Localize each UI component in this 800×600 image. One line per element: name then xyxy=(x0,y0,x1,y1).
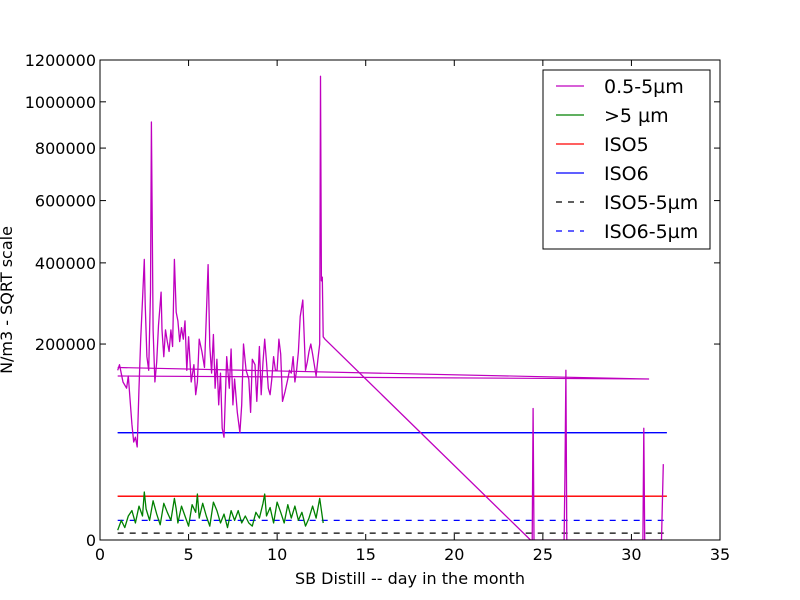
y-tick-label: 400000 xyxy=(35,254,96,273)
series-line-0-5-5um-wrap xyxy=(117,366,650,380)
legend-frame xyxy=(542,69,711,250)
series-line-0-5-5um xyxy=(117,75,664,540)
legend-label: ISO5 xyxy=(604,134,649,156)
legend-entry-iso6: ISO6 xyxy=(556,163,649,185)
y-tick-label: 800000 xyxy=(35,139,96,158)
y-tick-label: 1000000 xyxy=(25,93,96,112)
y-tick-label: 600000 xyxy=(35,192,96,211)
x-tick-label: 0 xyxy=(95,545,105,564)
legend-label: >5 µm xyxy=(604,105,669,127)
x-tick-label: 5 xyxy=(183,545,193,564)
y-axis: 0 200000 400000 600000 800000 1000000 1200000 xyxy=(25,51,720,550)
x-axis: 0 5 10 15 20 25 30 35 xyxy=(95,60,730,564)
y-tick-label: 200000 xyxy=(35,335,96,354)
legend-label: 0.5-5µm xyxy=(604,76,684,98)
x-tick-label: 10 xyxy=(267,545,287,564)
legend-entry-0-5-5um: 0.5-5µm xyxy=(556,76,684,98)
legend-entry-5-um: >5 µm xyxy=(556,105,669,127)
x-tick-label: 35 xyxy=(710,545,730,564)
x-tick-label: 20 xyxy=(444,545,464,564)
legend: 0.5-5µm >5 µm ISO5 ISO6 ISO5-5µm ISO6-5µm xyxy=(542,69,711,250)
series-layer xyxy=(117,75,667,540)
y-tick-label: 0 xyxy=(86,531,96,550)
y-tick-label: 1200000 xyxy=(25,51,96,70)
series-line-5-um xyxy=(117,491,324,531)
legend-label: ISO6-5µm xyxy=(604,221,698,243)
y-axis-label: N/m3 - SQRT scale xyxy=(0,226,16,374)
legend-entry-iso6-5um: ISO6-5µm xyxy=(556,221,698,243)
x-axis-label: SB Distill -- day in the month xyxy=(295,569,525,588)
legend-entry-iso5: ISO5 xyxy=(556,134,649,156)
legend-entry-iso5-5um: ISO5-5µm xyxy=(556,192,698,214)
legend-label: ISO6 xyxy=(604,163,649,185)
x-tick-label: 30 xyxy=(621,545,641,564)
plot-frame xyxy=(99,59,721,541)
x-tick-label: 25 xyxy=(533,545,553,564)
legend-label: ISO5-5µm xyxy=(604,192,698,214)
x-tick-label: 15 xyxy=(356,545,376,564)
